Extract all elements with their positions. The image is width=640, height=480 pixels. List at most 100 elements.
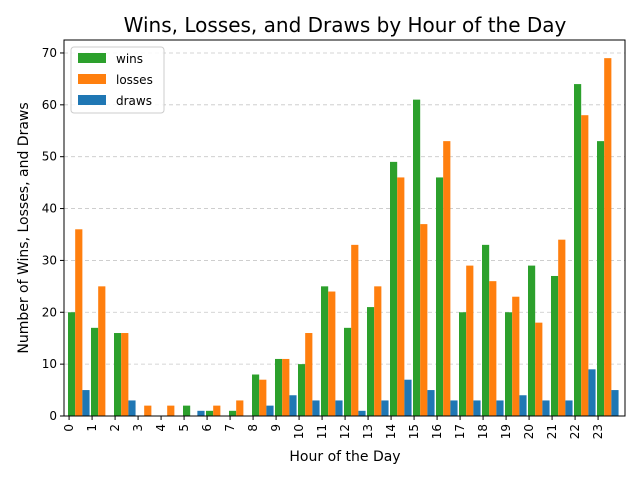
bar-draws <box>266 405 274 416</box>
x-tick-label: 3 <box>131 424 145 432</box>
bar-wins <box>252 374 260 416</box>
y-tick-label: 0 <box>49 409 57 423</box>
y-axis-ticks: 0 10 20 30 40 50 60 70 <box>42 46 64 423</box>
bar-losses <box>604 58 612 416</box>
bar-wins <box>91 327 99 416</box>
x-tick-label: 10 <box>292 424 306 439</box>
bar-losses <box>98 286 106 416</box>
plot-frame <box>63 39 626 417</box>
x-axis-label: Hour of the Day <box>289 449 400 465</box>
bar-wins <box>68 312 76 416</box>
bar-losses <box>397 177 405 416</box>
legend: wins losses draws <box>70 46 165 114</box>
x-tick-label: 13 <box>361 424 375 439</box>
y-tick-label: 70 <box>42 46 57 60</box>
bar-draws <box>519 395 527 416</box>
bar-draws <box>588 369 596 416</box>
y-tick-label: 30 <box>42 253 57 267</box>
bar-wins <box>183 405 191 416</box>
bar-draws <box>128 400 136 416</box>
bar-wins <box>367 307 375 416</box>
legend-label-draws: draws <box>116 94 152 108</box>
x-tick-label: 0 <box>62 424 76 432</box>
bar-losses <box>305 333 313 416</box>
bar-draws <box>404 379 412 416</box>
x-tick-label: 14 <box>384 424 398 439</box>
bar-wins <box>574 84 582 416</box>
bar-wins <box>344 327 352 416</box>
bar-draws <box>496 400 504 416</box>
bar-draws <box>381 400 389 416</box>
bar-wins <box>390 161 398 416</box>
bar-wins <box>275 358 283 416</box>
x-tick-label: 17 <box>453 424 467 439</box>
bar-wins <box>321 286 329 416</box>
bar-losses <box>374 286 382 416</box>
x-tick-label: 21 <box>545 424 559 439</box>
bar-draws <box>289 395 297 416</box>
bar-wins <box>413 99 421 416</box>
x-tick-label: 4 <box>154 424 168 432</box>
y-tick-label: 50 <box>42 150 57 164</box>
bar-wins <box>436 177 444 416</box>
bar-wins <box>551 275 559 416</box>
legend-label-losses: losses <box>116 73 153 87</box>
y-axis-label: Number of Wins, Losses, and Draws <box>16 102 32 353</box>
x-tick-label: 16 <box>430 424 444 439</box>
bar-draws <box>542 400 550 416</box>
bar-losses <box>167 405 175 416</box>
bar-losses <box>213 405 221 416</box>
bar-wins <box>482 244 490 416</box>
bar-losses <box>236 400 244 416</box>
x-tick-label: 9 <box>269 424 283 432</box>
bar-wins <box>206 410 214 416</box>
bar-draws <box>312 400 320 416</box>
bar-losses <box>443 141 451 416</box>
x-tick-label: 15 <box>407 424 421 439</box>
bar-losses <box>489 281 497 416</box>
x-tick-label: 5 <box>177 424 191 432</box>
bar-draws <box>473 400 481 416</box>
bar-wins <box>528 265 536 416</box>
bar-draws <box>450 400 458 416</box>
legend-swatch-wins <box>78 53 106 63</box>
x-tick-label: 18 <box>476 424 490 439</box>
bar-losses <box>259 379 267 416</box>
bar-draws <box>82 390 90 416</box>
y-tick-label: 20 <box>42 305 57 319</box>
legend-swatch-losses <box>78 74 106 84</box>
bar-draws <box>611 390 619 416</box>
bar-losses <box>144 405 152 416</box>
bar-wins <box>459 312 467 416</box>
x-axis-ticks: 0 1 2 3 4 5 6 7 8 9 10 11 12 13 14 15 16 17 18 19 20 21 22 23 <box>62 416 605 439</box>
x-tick-label: 7 <box>223 424 237 432</box>
y-tick-label: 60 <box>42 98 57 112</box>
bar-wins <box>298 364 306 416</box>
bar-losses <box>581 115 589 416</box>
bar-losses <box>558 239 566 416</box>
bar-losses <box>121 333 129 416</box>
bar-losses <box>535 322 543 416</box>
x-tick-label: 12 <box>338 424 352 439</box>
legend-label-wins: wins <box>116 52 143 66</box>
bar-wins <box>505 312 513 416</box>
bars <box>68 58 619 416</box>
bar-wins <box>114 333 122 416</box>
y-tick-label: 40 <box>42 202 57 216</box>
bar-losses <box>75 229 83 416</box>
bar-losses <box>512 296 520 416</box>
x-tick-label: 23 <box>591 424 605 439</box>
bar-losses <box>328 291 336 416</box>
bar-losses <box>282 358 290 416</box>
bar-losses <box>351 244 359 416</box>
bar-wins <box>229 410 237 416</box>
bar-draws <box>427 390 435 416</box>
x-tick-label: 6 <box>200 424 214 432</box>
bar-draws <box>197 410 205 416</box>
bar-wins <box>597 141 605 416</box>
y-tick-label: 10 <box>42 357 57 371</box>
x-tick-label: 22 <box>568 424 582 439</box>
x-tick-label: 1 <box>85 424 99 432</box>
bar-losses <box>466 265 474 416</box>
